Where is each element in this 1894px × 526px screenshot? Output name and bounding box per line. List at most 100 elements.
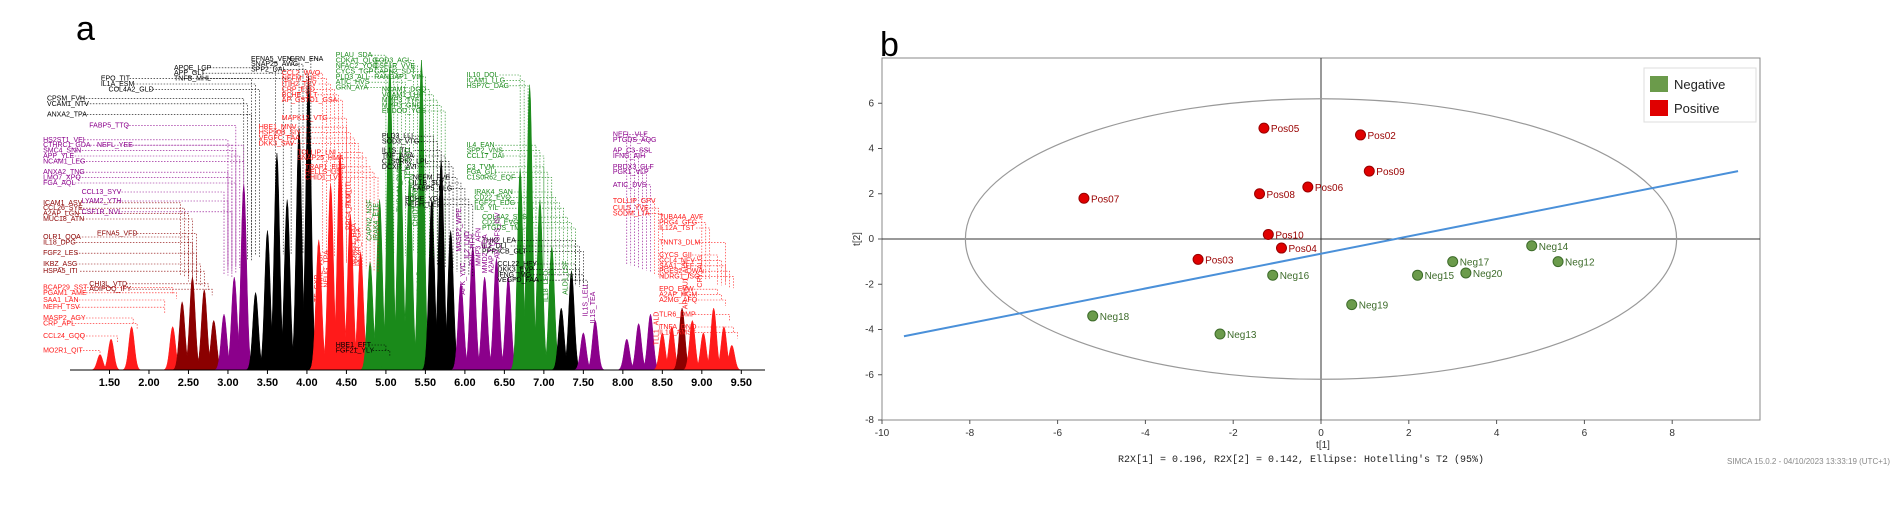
peak-label: SNAP25_HMA <box>297 155 344 162</box>
peak-label: BCHE_YLT <box>282 92 318 99</box>
peak-label: VCAM1_LHI <box>382 92 421 99</box>
peak-label-vertical: ITIH2_VGF <box>318 252 325 287</box>
data-point <box>1262 228 1274 240</box>
peak-label-vertical: TUBA4A_DVN <box>397 166 404 212</box>
y-tick-label: 4 <box>868 144 874 155</box>
peak-label: TNFB_MHL <box>174 76 211 83</box>
peak-label: CRP_APL <box>43 320 75 327</box>
peak-label: NEFM_FVE <box>413 175 451 182</box>
data-point <box>1254 188 1266 200</box>
leader-line <box>364 87 410 257</box>
peak-label: CTHRC1_GDA <box>43 142 91 149</box>
peak-label-vertical: DCXR_TGA <box>356 228 363 266</box>
point-label: Pos02 <box>1368 131 1397 142</box>
leader-line <box>80 171 229 271</box>
peak-label: ADIPOQ_IFY <box>89 286 131 293</box>
peak-label: FGF21_YLY <box>336 347 375 354</box>
peak-label: SAA1_LAN <box>43 297 78 304</box>
peak-label: IFNG_AIH <box>613 153 645 160</box>
leader-line <box>71 182 237 273</box>
peak-label: CCL2_WVQ <box>282 70 321 77</box>
x-tick-label: -10 <box>875 428 890 439</box>
peak-label: PRDX3_GLF <box>613 164 654 171</box>
x-tick-label: -4 <box>1141 428 1150 439</box>
peak-label: APOE_LGP <box>174 65 212 72</box>
leader-line <box>495 171 549 271</box>
peak-label: SAA1_SFF <box>659 263 694 270</box>
peak <box>120 325 143 371</box>
peak-label-vertical: PKM_ITL <box>345 179 352 208</box>
leader-line <box>696 242 726 283</box>
peak-label-vertical: SMC4_ADN <box>409 174 416 212</box>
peak-label: PPP3CB_GLT <box>482 248 527 255</box>
peak-label: CCL26_SYE <box>43 205 83 212</box>
leader-line <box>80 207 185 277</box>
leader-line <box>80 218 193 279</box>
peak-label: CRP_ESD <box>282 86 315 93</box>
leader-line <box>523 216 568 279</box>
peak-label-vertical: TNF_HFH <box>469 234 476 266</box>
peak-label: ENDOU_YGS <box>382 108 426 115</box>
peak-label: PLD3_ALL <box>336 74 370 81</box>
peak-label: CYCS_GII <box>659 252 692 259</box>
leader-line <box>292 63 304 253</box>
peak-label: CUL5_YVE <box>613 205 649 212</box>
point-label: Pos09 <box>1376 167 1405 178</box>
leader-line <box>80 350 101 357</box>
peak-label: CSF1R_VVE <box>374 63 415 70</box>
x-tick-label: 4.50 <box>336 377 357 389</box>
leader-line <box>411 65 418 253</box>
leader-line <box>341 166 371 270</box>
leader-line <box>71 155 241 268</box>
peak-label: HELLS_LIS <box>305 169 342 176</box>
y-tick-label: -2 <box>865 279 874 290</box>
leader-line <box>71 323 138 330</box>
peak-label-vertical: MMP3_AFN <box>476 228 483 266</box>
peak-label-vertical: NEUG_TPA <box>323 250 330 288</box>
x-tick-label: 6.00 <box>454 377 475 389</box>
leader-line <box>80 292 177 299</box>
peak-label: CD22_EVQ <box>474 194 511 201</box>
leader-line <box>310 58 319 252</box>
peak-label: SOD3_VTG <box>382 139 419 146</box>
y-tick-label: -6 <box>865 370 874 381</box>
peak-label-vertical: ALD1_LSF <box>563 261 570 295</box>
peak-label: SODM_LTA <box>613 211 650 218</box>
peak-label: EPO_TIT <box>101 76 131 83</box>
leader-line <box>503 85 529 257</box>
leader-line <box>130 288 213 296</box>
y-tick-label: 6 <box>868 98 874 109</box>
peak-label: PLD3_LLI <box>382 133 413 140</box>
leader-line <box>149 89 260 257</box>
peak-label: CDKA1_QLG <box>336 58 378 65</box>
data-point <box>1302 181 1314 193</box>
leader-line <box>206 78 292 256</box>
point-label: Pos08 <box>1267 190 1296 201</box>
data-point <box>1460 267 1472 279</box>
peak-label-vertical: CRY_ALG <box>697 255 704 288</box>
peak-label: FABP5_TTQ <box>89 122 129 129</box>
peak-label: MAPK12_VTG <box>282 115 328 122</box>
peak-label: CCL4_NFV <box>659 257 695 264</box>
peak-label: C1S0R62_EQF <box>467 175 516 182</box>
x-tick-label: 6.50 <box>494 377 515 389</box>
leader-line <box>445 177 458 272</box>
data-point <box>1526 240 1538 252</box>
data-point <box>1267 269 1279 281</box>
peak-label: IL6_YIL <box>474 205 498 212</box>
peak-label: BCHE_YGN <box>405 196 444 203</box>
leader-line <box>206 67 276 254</box>
leader-line <box>634 150 650 268</box>
leader-line <box>427 161 450 269</box>
peak-label-vertical: CHID1_VAP <box>413 188 420 227</box>
peak-label: FGF2_LES <box>43 250 78 257</box>
hotelling-ellipse <box>964 98 1678 380</box>
footer-stamp: SIMCA 15.0.2 - 04/10/2023 13:33:19 (UTC+… <box>1727 457 1890 466</box>
peak-group <box>89 59 743 371</box>
peak-label: APP_YLE <box>43 153 74 160</box>
leader-line <box>75 306 166 314</box>
leader-line <box>372 60 391 253</box>
peak-label: NEFH_TSV <box>43 304 80 311</box>
